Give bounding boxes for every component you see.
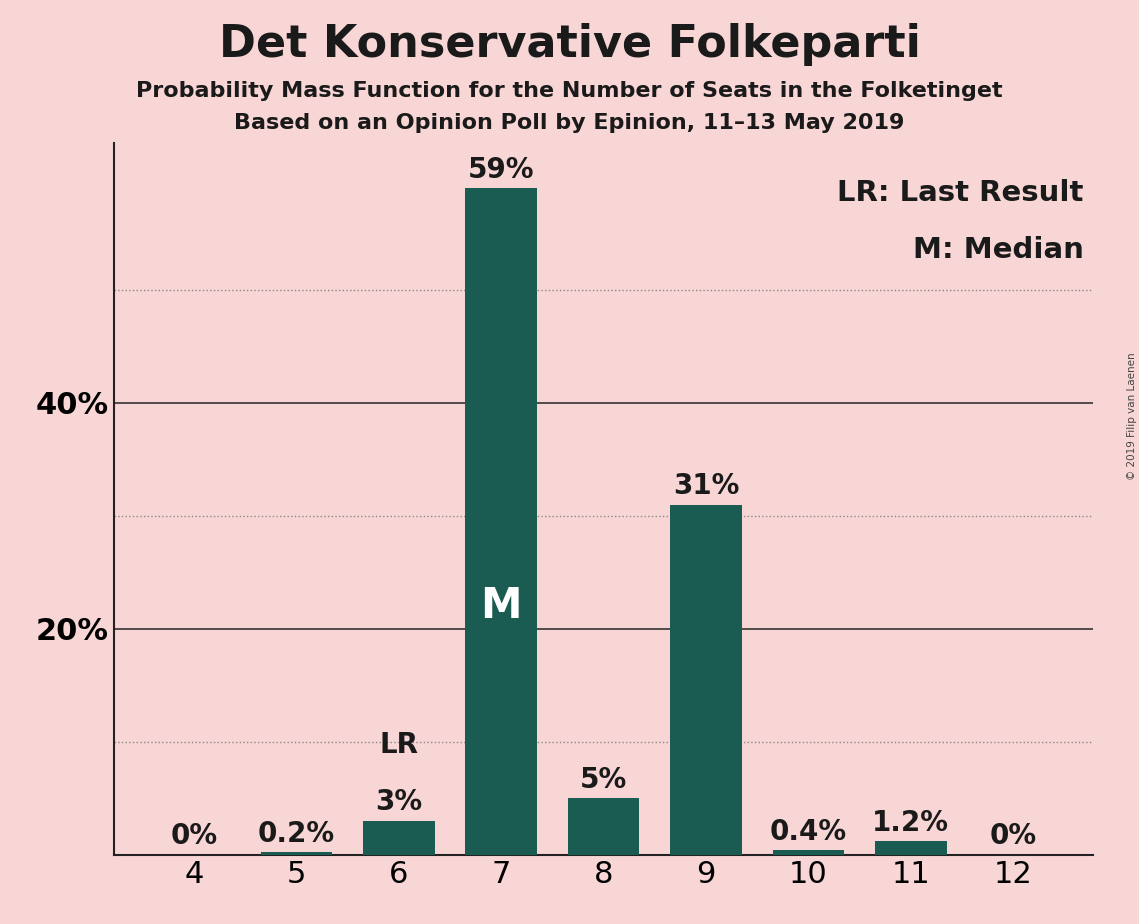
Text: 1.2%: 1.2% — [872, 808, 949, 836]
Text: Based on an Opinion Poll by Epinion, 11–13 May 2019: Based on an Opinion Poll by Epinion, 11–… — [235, 113, 904, 133]
Text: M: M — [481, 585, 522, 627]
Bar — [261, 853, 333, 855]
Text: 3%: 3% — [376, 788, 423, 816]
Text: LR: Last Result: LR: Last Result — [837, 179, 1083, 207]
Text: 0.2%: 0.2% — [259, 820, 335, 848]
Bar — [568, 798, 639, 855]
Text: 0%: 0% — [990, 822, 1036, 850]
Text: Probability Mass Function for the Number of Seats in the Folketinget: Probability Mass Function for the Number… — [137, 81, 1002, 102]
Text: LR: LR — [379, 731, 418, 759]
Bar — [670, 505, 741, 855]
Text: 59%: 59% — [468, 156, 534, 184]
Text: M: Median: M: Median — [912, 236, 1083, 263]
Bar — [875, 841, 947, 855]
Bar — [466, 188, 538, 855]
Text: 5%: 5% — [580, 766, 628, 794]
Text: 0.4%: 0.4% — [770, 818, 847, 845]
Text: © 2019 Filip van Laenen: © 2019 Filip van Laenen — [1126, 352, 1137, 480]
Text: 0%: 0% — [171, 822, 218, 850]
Text: Det Konservative Folkeparti: Det Konservative Folkeparti — [219, 23, 920, 67]
Bar — [772, 850, 844, 855]
Text: 31%: 31% — [673, 472, 739, 500]
Bar — [363, 821, 435, 855]
